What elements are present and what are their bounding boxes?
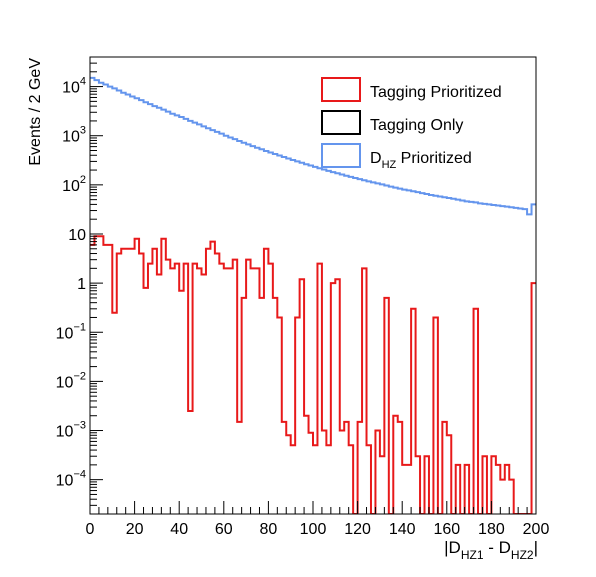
y-tick-label: 104	[62, 76, 86, 97]
legend-swatch-dhz-prioritized	[321, 143, 361, 168]
x-axis-label: |DHZ1 - DHZ2|	[444, 538, 538, 562]
legend-swatch-tagging-only	[321, 110, 361, 135]
y-axis-label: Events / 2 GeV	[27, 58, 44, 166]
series-line-d-hz-prioritized	[90, 76, 536, 216]
y-tick-label: 103	[62, 125, 86, 146]
x-tick-label: 120	[344, 521, 371, 538]
x-tick-label: 80	[260, 521, 278, 538]
y-tick-label: 102	[62, 174, 86, 195]
y-tick-label: 1	[77, 276, 86, 293]
y-tick-label: 10−3	[56, 420, 86, 441]
y-tick-label: 10	[68, 227, 86, 244]
y-tick-label: 10−1	[56, 321, 86, 342]
x-axis-label-base: |D	[444, 538, 461, 557]
x-axis-label-mid: - D	[484, 538, 511, 557]
x-axis-label-end: |	[534, 538, 538, 557]
x-tick-label: 40	[170, 521, 188, 538]
legend-label-dhz-base: D	[370, 150, 382, 167]
legend-label-dhz-prioritized: DHZ Prioritized	[370, 150, 472, 171]
x-axis-label-sub2: HZ2	[511, 548, 534, 562]
x-axis-label-sub1: HZ1	[461, 548, 484, 562]
x-tick-label: 60	[215, 521, 233, 538]
x-tick-label: 180	[478, 521, 505, 538]
legend-label-tagging-only: Tagging Only	[370, 117, 463, 134]
x-tick-label: 100	[300, 521, 327, 538]
series-layer	[90, 76, 536, 514]
y-tick-label: 10−4	[56, 469, 86, 490]
legend-label-dhz-sub: HZ	[382, 159, 397, 171]
axis-layer: 0 20 40 60 80 100 120 140 160 180 2001041031021011…	[56, 56, 550, 538]
series-line-tagging-prioritized	[90, 235, 536, 514]
x-tick-label: 140	[389, 521, 416, 538]
legend-swatch-tagging-prioritized	[321, 77, 361, 102]
y-tick-label: 10−2	[56, 370, 86, 391]
legend: Tagging Prioritized Tagging Only DHZ Pri…	[321, 77, 502, 171]
x-tick-label: 20	[126, 521, 144, 538]
x-tick-label: 0	[86, 521, 95, 538]
legend-label-tagging-prioritized: Tagging Prioritized	[370, 84, 502, 101]
x-tick-label: 200	[523, 521, 550, 538]
legend-label-dhz-tail: Prioritized	[396, 150, 472, 167]
x-tick-label: 160	[433, 521, 460, 538]
